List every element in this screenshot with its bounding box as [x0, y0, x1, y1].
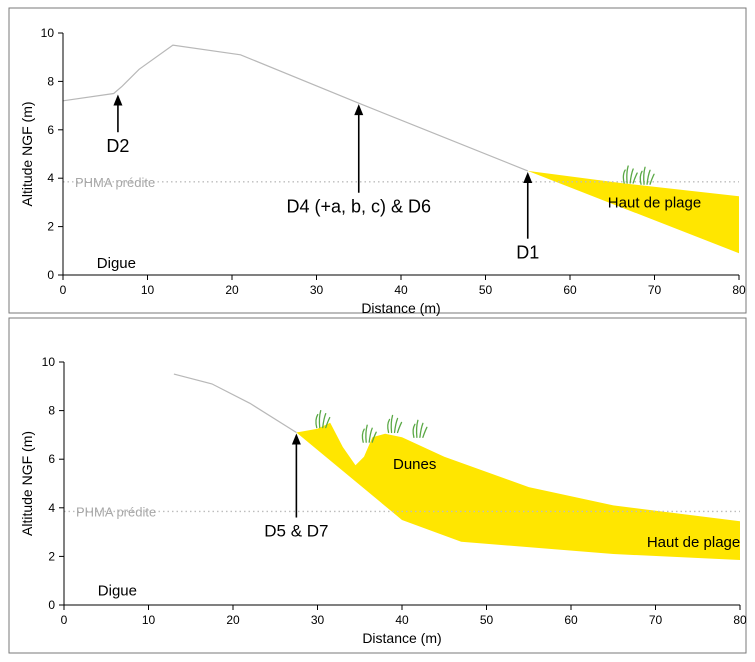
region-label: Digue	[97, 255, 136, 272]
x-tick-label: 20	[226, 613, 240, 627]
beach-sand-area	[296, 422, 740, 560]
vegetation-tuft	[622, 165, 638, 184]
annotation-label: D5 & D7	[264, 522, 328, 541]
region-label: Digue	[98, 582, 137, 599]
annotation-arrowhead	[291, 433, 301, 445]
x-tick-label: 10	[141, 283, 155, 297]
dike-profile-line	[173, 373, 297, 434]
x-axis-title: Distance (m)	[362, 630, 441, 646]
x-tick-label: 30	[311, 613, 325, 627]
x-tick-label: 10	[142, 613, 156, 627]
x-tick-label: 60	[564, 613, 578, 627]
annotation-arrowhead	[113, 94, 123, 106]
x-tick-label: 70	[649, 613, 663, 627]
x-axis-title: Distance (m)	[361, 300, 440, 316]
vegetation-tuft	[361, 424, 377, 443]
y-tick-label: 2	[47, 220, 54, 234]
x-tick-label: 50	[479, 283, 493, 297]
annotation-arrowhead	[523, 171, 533, 183]
x-tick-label: 0	[61, 613, 68, 627]
beach-sand-area	[527, 170, 739, 254]
y-tick-label: 2	[48, 549, 55, 563]
y-tick-label: 6	[47, 123, 54, 137]
region-label: Haut de plage	[608, 194, 701, 211]
panel-bottom: PHMA prédite 0 10 20 30 40 50 60 70 80 0 2 4 6 8 10 Dist…	[8, 317, 747, 654]
region-label: Haut de plage	[647, 534, 740, 551]
y-axis-title: Altitude NGF (m)	[19, 101, 35, 206]
region-label: Dunes	[393, 456, 436, 473]
y-tick-label: 8	[47, 74, 54, 88]
x-tick-label: 30	[310, 283, 324, 297]
x-tick-label: 20	[225, 283, 239, 297]
x-tick-label: 0	[60, 283, 67, 297]
x-tick-label: 70	[648, 283, 662, 297]
x-tick-label: 80	[733, 613, 747, 627]
y-tick-label: 6	[48, 452, 55, 466]
phma-label: PHMA prédite	[76, 504, 156, 519]
vegetation-tuft	[639, 166, 655, 185]
panel-frame	[8, 7, 747, 314]
y-tick-label: 8	[48, 404, 55, 418]
panel-top: PHMA prédite 0 10 20 30 40 50 60 70 80 0 2 4 6 8 10 Dist…	[8, 7, 747, 316]
y-tick-label: 10	[42, 355, 56, 369]
dike-profile-line	[62, 44, 529, 172]
x-tick-label: 80	[732, 283, 746, 297]
annotation-label: D1	[516, 243, 539, 263]
y-tick-label: 0	[47, 268, 54, 282]
y-tick-label: 4	[47, 171, 54, 185]
x-tick-label: 40	[394, 283, 408, 297]
y-tick-label: 0	[48, 598, 55, 612]
vegetation-tuft	[412, 419, 428, 438]
annotation-label: D4 (+a, b, c) & D6	[286, 197, 431, 217]
vegetation-tuft	[387, 414, 403, 434]
x-tick-label: 50	[480, 613, 494, 627]
annotation-arrowhead	[354, 104, 364, 116]
vegetation-tuft	[315, 409, 331, 429]
phma-label: PHMA prédite	[75, 175, 155, 190]
y-axis-title: Altitude NGF (m)	[19, 431, 35, 536]
y-tick-label: 4	[48, 501, 55, 515]
y-tick-label: 10	[41, 26, 55, 40]
annotation-label: D2	[106, 136, 129, 156]
x-tick-label: 60	[563, 283, 577, 297]
x-tick-label: 40	[395, 613, 409, 627]
